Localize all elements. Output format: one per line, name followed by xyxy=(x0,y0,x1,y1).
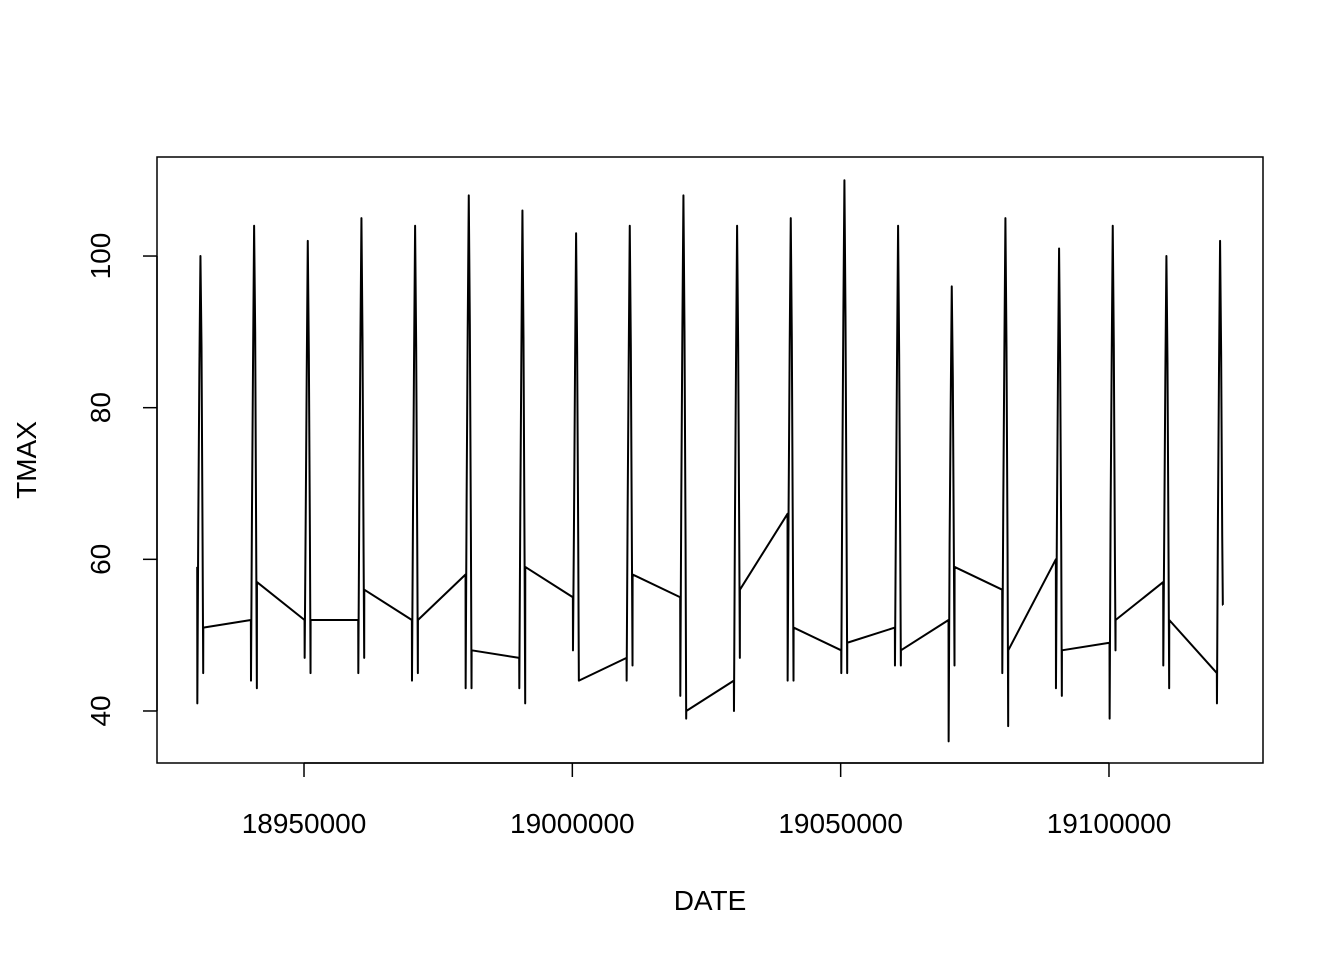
y-tick-label: 80 xyxy=(85,392,116,423)
data-line xyxy=(196,179,1224,743)
y-axis-label: TMAX xyxy=(11,421,42,499)
x-tick-label: 19100000 xyxy=(1047,808,1172,839)
x-tick-label: 18950000 xyxy=(242,808,367,839)
y-tick-label: 40 xyxy=(85,695,116,726)
y-tick-label: 60 xyxy=(85,544,116,575)
plot-frame xyxy=(156,156,1264,764)
x-tick-label: 19050000 xyxy=(778,808,903,839)
x-tick-label: 19000000 xyxy=(510,808,635,839)
y-tick-label: 100 xyxy=(85,233,116,280)
x-axis-label: DATE xyxy=(674,885,747,916)
